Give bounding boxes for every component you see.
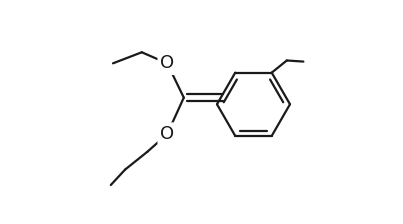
Text: O: O (160, 125, 174, 143)
Text: O: O (160, 54, 174, 72)
